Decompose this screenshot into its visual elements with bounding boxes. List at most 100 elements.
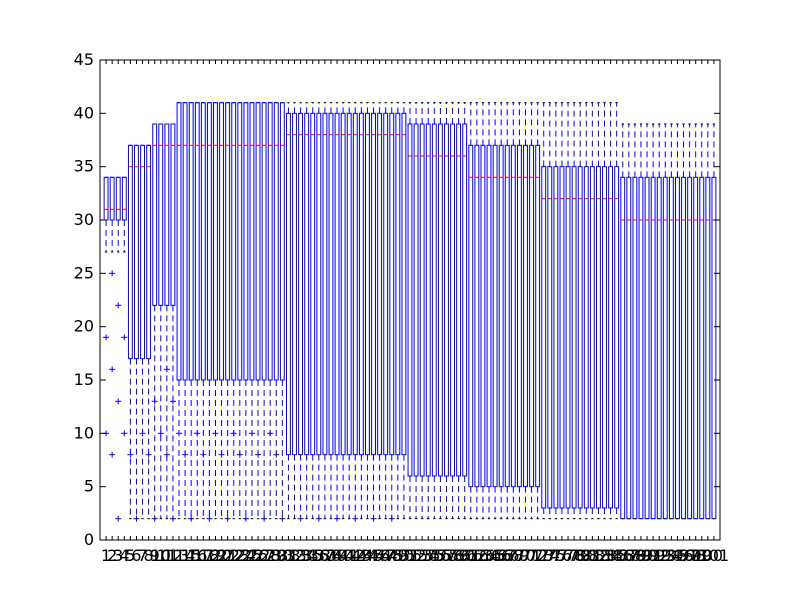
box: [474, 144, 480, 488]
x-tick-label: 68: [503, 546, 523, 565]
x-tick-label: 67: [497, 546, 517, 565]
y-axis: 0 5 10 15 20 25 30 35 40 45: [74, 50, 720, 549]
x-tick-label: 58: [442, 546, 462, 565]
x-axis: 1234567891011121314151617181920212223242…: [101, 60, 729, 565]
box: [413, 123, 419, 477]
x-tick-label: 49: [388, 546, 408, 565]
box: [261, 102, 267, 381]
x-tick-label: 96: [673, 546, 693, 565]
x-tick-label: 50: [394, 546, 414, 565]
x-tick-label: 78: [564, 546, 584, 565]
x-tick-label: 3: [113, 546, 123, 565]
box: [182, 102, 188, 381]
y-tick-label: 20: [74, 317, 94, 336]
box: [140, 144, 145, 360]
x-tick-label: 86: [613, 546, 633, 565]
x-tick-label: 57: [436, 546, 456, 565]
x-tick-label: 39: [327, 546, 347, 565]
box: [456, 123, 462, 477]
box: [322, 112, 328, 456]
x-tick-label: 32: [284, 546, 304, 565]
x-tick-label: 73: [534, 546, 554, 565]
box: [492, 144, 498, 488]
box: [547, 166, 553, 509]
box: [273, 102, 279, 381]
box: [675, 176, 680, 520]
x-tick-label: 66: [491, 546, 511, 565]
box: [310, 112, 316, 456]
x-tick-label: 77: [558, 546, 578, 565]
x-tick-label: 88: [625, 546, 645, 565]
x-tick-label: 72: [527, 546, 547, 565]
box: [589, 166, 595, 509]
y-tick-label: 15: [74, 370, 94, 389]
x-tick-label: 35: [303, 546, 323, 565]
x-tick-label: 47: [376, 546, 396, 565]
x-tick-label: 63: [473, 546, 493, 565]
x-tick-label: 40: [333, 546, 353, 565]
x-tick-label: 26: [248, 546, 268, 565]
box: [219, 102, 225, 381]
x-tick-label: 65: [485, 546, 505, 565]
y-tick-label: 30: [74, 210, 94, 229]
box: [237, 102, 243, 381]
box: [425, 123, 431, 477]
plot-layer: [103, 102, 717, 522]
x-tick-label: 55: [424, 546, 444, 565]
x-tick-label: 101: [699, 546, 730, 565]
x-tick-label: 22: [224, 546, 244, 565]
box: [158, 123, 164, 306]
box: [480, 144, 486, 488]
x-tick-label: 53: [412, 546, 432, 565]
box: [127, 144, 133, 360]
box: [711, 176, 717, 520]
box: [437, 123, 443, 477]
box: [705, 176, 711, 520]
x-tick-label: 95: [667, 546, 687, 565]
x-tick-label: 75: [546, 546, 566, 565]
x-tick-label: 9: [150, 546, 160, 565]
x-tick-label: 37: [315, 546, 335, 565]
x-tick-label: 8: [144, 546, 154, 565]
x-tick-label: 45: [363, 546, 383, 565]
x-tick-label: 93: [655, 546, 675, 565]
box: [267, 102, 273, 381]
x-tick-label: 41: [339, 546, 359, 565]
x-tick-label: 82: [588, 546, 608, 565]
x-tick-label: 30: [272, 546, 292, 565]
y-tick-label: 5: [84, 477, 94, 496]
box: [243, 102, 249, 381]
x-tick-label: 21: [217, 546, 237, 565]
y-tick-label: 35: [74, 157, 94, 176]
x-tick-label: 43: [351, 546, 371, 565]
x-tick-label: 12: [163, 546, 183, 565]
box: [176, 102, 182, 381]
x-tick-label: 20: [211, 546, 231, 565]
box: [134, 144, 139, 360]
box: [693, 176, 699, 520]
box: [553, 166, 559, 509]
y-tick-label: 45: [74, 50, 94, 69]
x-tick-label: 16: [187, 546, 207, 565]
box: [444, 123, 449, 477]
x-tick-label: 36: [309, 546, 329, 565]
box: [644, 176, 650, 520]
x-tick-label: 79: [570, 546, 590, 565]
x-tick-label: 87: [619, 546, 639, 565]
x-tick-label: 91: [643, 546, 663, 565]
box: [109, 176, 115, 221]
box: [650, 176, 656, 520]
x-tick-label: 94: [661, 546, 681, 565]
box: [352, 112, 358, 456]
box: [340, 112, 346, 456]
box: [602, 166, 607, 509]
x-tick-label: 19: [205, 546, 225, 565]
x-tick-label: 54: [418, 546, 438, 565]
box: [121, 176, 127, 221]
x-tick-label: 74: [540, 546, 560, 565]
box: [486, 144, 492, 488]
x-tick-label: 56: [430, 546, 450, 565]
box: [407, 123, 413, 477]
y-tick-label: 25: [74, 263, 94, 282]
